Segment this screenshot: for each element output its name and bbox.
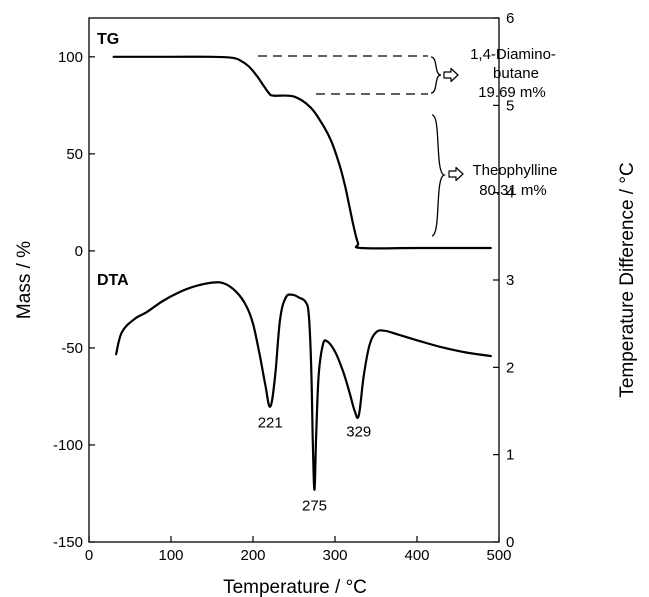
left-y-tick-label: 50	[66, 146, 83, 163]
dta-curve-label: DTA	[97, 272, 129, 289]
right-y-tick-label: 3	[506, 272, 514, 289]
x-tick-label: 100	[158, 547, 183, 564]
peak-label-221: 221	[258, 415, 283, 432]
theophylline-brace	[431, 114, 447, 237]
left-y-axis-label: Mass / %	[14, 241, 35, 319]
theophylline-step-marker	[431, 114, 464, 237]
peak-label-329: 329	[346, 423, 371, 440]
x-tick-label: 200	[240, 547, 265, 564]
x-tick-label: 400	[404, 547, 429, 564]
diaminobutane-brace	[430, 56, 442, 94]
peak-label-275: 275	[302, 498, 327, 515]
diaminobutane-step-marker	[258, 55, 459, 95]
diaminobutane-arrow-icon	[443, 67, 459, 83]
tg-curve-label: TG	[97, 31, 119, 48]
theophylline-arrow-icon	[448, 166, 464, 182]
theophylline-label: Theophylline	[472, 162, 557, 179]
x-axis-ticks: 0 100 200 300 400 500	[85, 536, 512, 564]
x-tick-label: 500	[486, 547, 511, 564]
left-y-tick-label: -150	[53, 534, 83, 551]
diaminobutane-label-line1: 1,4-Diamino-	[470, 46, 556, 63]
diaminobutane-percent: 19.69 m%	[478, 84, 546, 101]
diaminobutane-label-line2: butane	[493, 65, 539, 82]
tg-series-line	[112, 55, 492, 250]
left-y-tick-label: -50	[61, 340, 83, 357]
right-y-tick-label: 4	[506, 185, 514, 202]
theophylline-percent: 80.31 m%	[479, 182, 547, 199]
right-y-tick-label: 1	[506, 447, 514, 464]
right-y-axis-ticks: 0 1 2 3 4 5 6	[493, 10, 514, 551]
x-tick-label: 300	[322, 547, 347, 564]
x-axis-label: Temperature / °C	[223, 577, 367, 597]
x-tick-label: 0	[85, 547, 93, 564]
left-y-tick-label: 0	[75, 243, 83, 260]
right-y-tick-label: 0	[506, 534, 514, 551]
left-y-axis-ticks: -150 -100 -50 0 50 100	[53, 49, 95, 551]
right-y-axis-label: Temperature Difference / °C	[617, 162, 638, 397]
left-y-tick-label: -100	[53, 437, 83, 454]
dta-peak-labels: 221 275 329	[258, 415, 372, 515]
right-y-tick-label: 2	[506, 359, 514, 376]
left-y-tick-label: 100	[58, 49, 83, 66]
dta-series-line	[115, 281, 492, 491]
right-y-tick-label: 5	[506, 97, 514, 114]
right-y-tick-label: 6	[506, 10, 514, 27]
